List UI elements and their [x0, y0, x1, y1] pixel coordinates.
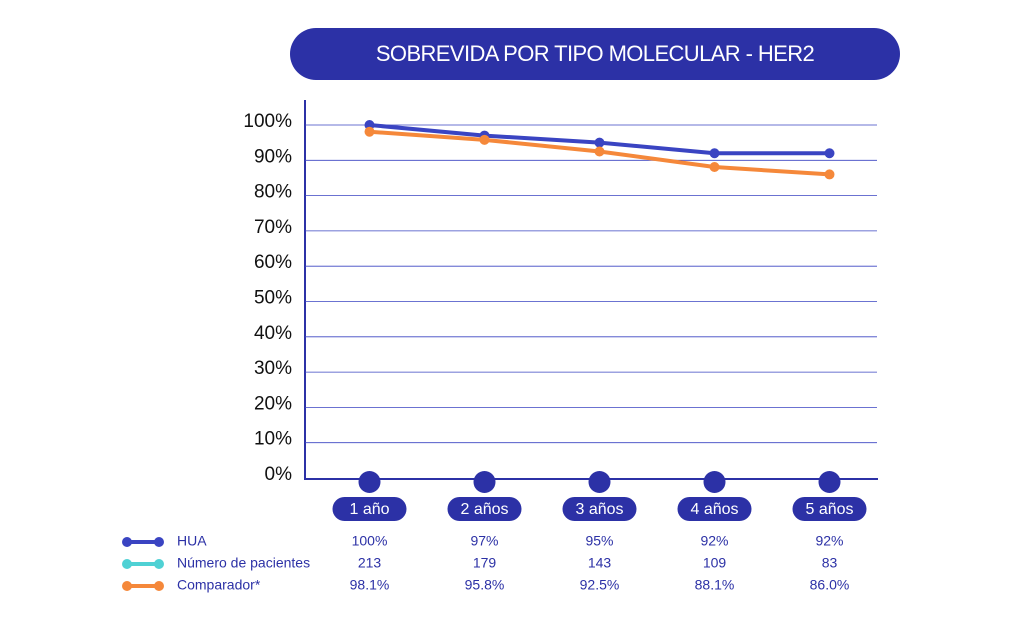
data-point	[824, 148, 835, 159]
data-point	[479, 134, 490, 145]
y-tick-label: 20%	[254, 393, 292, 414]
y-tick-label: 100%	[243, 111, 292, 132]
table-value: 213	[358, 555, 382, 571]
table-value: 95%	[585, 533, 613, 549]
legend-dot	[122, 581, 132, 591]
table-value: 86.0%	[810, 577, 850, 593]
category-pill	[562, 497, 637, 521]
y-tick-label: 80%	[254, 182, 292, 203]
table-value: 83	[822, 555, 838, 571]
legend-dot	[154, 581, 164, 591]
x-tick-label: 3 años	[575, 501, 623, 518]
x-tick-label: 5 años	[805, 501, 853, 518]
y-tick-label: 10%	[254, 429, 292, 450]
x-tick-label: 1 año	[349, 501, 389, 518]
category-pill	[447, 497, 522, 521]
table-value: 92.5%	[580, 577, 620, 593]
y-tick-label: 30%	[254, 358, 292, 379]
x-tick-label: 4 años	[690, 501, 738, 518]
table-value: 97%	[470, 533, 498, 549]
category-pill	[792, 497, 867, 521]
legend-label: HUA	[177, 533, 207, 549]
legend-dot	[122, 559, 132, 569]
table-value: 92%	[700, 533, 728, 549]
category-dot	[473, 471, 496, 493]
table-value: 100%	[352, 533, 388, 549]
table-value: 109	[703, 555, 727, 571]
table-value: 143	[588, 555, 612, 571]
table-value: 92%	[815, 533, 843, 549]
y-tick-label: 0%	[265, 464, 293, 485]
data-point	[594, 146, 605, 157]
category-dot	[818, 471, 841, 493]
table-value: 98.1%	[350, 577, 390, 593]
category-pill	[332, 497, 407, 521]
table-value: 179	[473, 555, 497, 571]
table-value: 95.8%	[465, 577, 505, 593]
legend-label: Número de pacientes	[177, 555, 310, 571]
y-tick-label: 40%	[254, 323, 292, 344]
category-pill	[677, 497, 752, 521]
x-tick-label: 2 años	[460, 501, 508, 518]
data-point	[364, 126, 375, 137]
y-tick-label: 70%	[254, 217, 292, 238]
data-point	[824, 169, 835, 180]
category-dot	[358, 471, 381, 493]
data-point	[709, 148, 720, 159]
y-tick-label: 60%	[254, 252, 292, 273]
data-point	[594, 137, 605, 148]
chart-title: SOBREVIDA POR TIPO MOLECULAR - HER2	[376, 41, 815, 66]
y-tick-label: 90%	[254, 146, 292, 167]
legend-label: Comparador*	[177, 577, 261, 593]
legend-dot	[154, 559, 164, 569]
table-value: 88.1%	[695, 577, 735, 593]
category-dot	[703, 471, 726, 493]
legend-dot	[122, 537, 132, 547]
legend-dot	[154, 537, 164, 547]
title-pill	[290, 28, 900, 80]
data-point	[709, 162, 720, 173]
y-tick-label: 50%	[254, 288, 292, 309]
category-dot	[588, 471, 611, 493]
